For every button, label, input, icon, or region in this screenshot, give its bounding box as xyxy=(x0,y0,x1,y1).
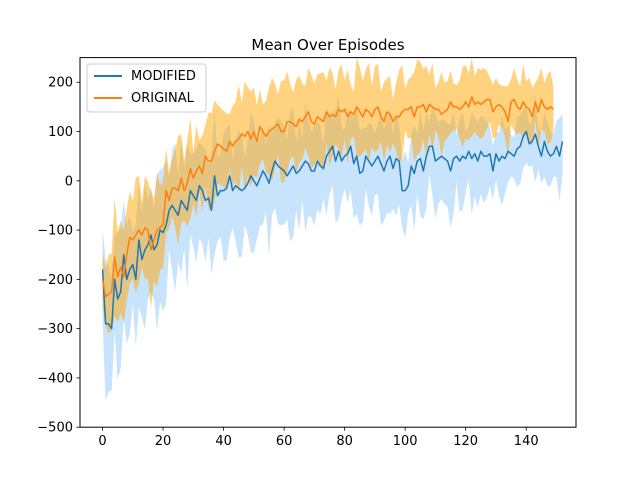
x-tick-label-80: 80 xyxy=(336,434,353,449)
legend-label-original: ORIGINAL xyxy=(131,91,195,106)
legend: MODIFIED ORIGINAL xyxy=(86,63,207,113)
x-tick-label-60: 60 xyxy=(276,434,293,449)
y-tick-label--100: −100 xyxy=(37,224,73,239)
legend-label-modified: MODIFIED xyxy=(131,69,196,84)
confidence-bands xyxy=(102,57,563,402)
y-tick-label--500: −500 xyxy=(37,421,73,436)
x-tick-label-140: 140 xyxy=(514,434,539,449)
series-lines xyxy=(101,96,564,330)
x-tick-label-120: 120 xyxy=(453,434,478,449)
y-tick-label--400: −400 xyxy=(37,371,73,386)
band-original xyxy=(102,57,554,334)
plot-frame xyxy=(79,57,577,428)
y-tick-label-0: 0 xyxy=(65,174,73,189)
y-tick-label-100: 100 xyxy=(48,125,73,140)
x-tick-label-100: 100 xyxy=(393,434,418,449)
chart-title: Mean Over Episodes xyxy=(251,36,404,54)
line-modified xyxy=(101,130,564,330)
y-tick-label--200: −200 xyxy=(37,273,73,288)
y-tick-label-200: 200 xyxy=(48,76,73,91)
x-tick-label-0: 0 xyxy=(98,434,106,449)
y-tick-label--300: −300 xyxy=(37,322,73,337)
y-axis: −500 −400 −300 −200 −100 0 100 200 xyxy=(37,76,80,436)
x-tick-label-40: 40 xyxy=(215,434,232,449)
line-original xyxy=(101,96,554,298)
x-tick-label-20: 20 xyxy=(155,434,172,449)
x-axis: 0 20 40 60 80 100 120 140 xyxy=(98,427,539,449)
